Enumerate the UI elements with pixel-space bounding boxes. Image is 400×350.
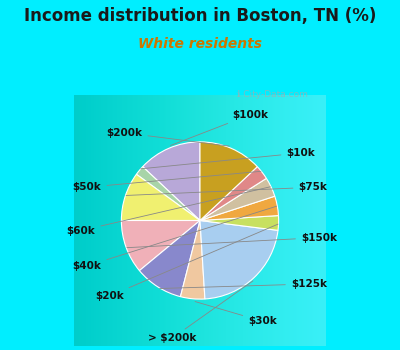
Text: $200k: $200k — [106, 128, 229, 146]
Text: $20k: $20k — [95, 224, 278, 301]
Wedge shape — [200, 167, 266, 220]
Text: $125k: $125k — [160, 279, 327, 289]
Wedge shape — [136, 167, 200, 220]
Text: $100k: $100k — [170, 110, 268, 146]
Text: ℹ City-Data.com: ℹ City-Data.com — [236, 90, 308, 99]
Wedge shape — [140, 220, 200, 297]
Text: $40k: $40k — [73, 206, 276, 271]
Wedge shape — [200, 220, 278, 299]
Wedge shape — [121, 220, 200, 271]
Wedge shape — [200, 216, 279, 230]
Wedge shape — [200, 142, 257, 220]
Wedge shape — [200, 196, 278, 220]
Text: Income distribution in Boston, TN (%): Income distribution in Boston, TN (%) — [24, 7, 376, 25]
Text: $10k: $10k — [141, 148, 315, 169]
Wedge shape — [200, 178, 275, 220]
Wedge shape — [143, 142, 200, 220]
Wedge shape — [180, 220, 205, 299]
Text: $150k: $150k — [127, 233, 337, 248]
Text: White residents: White residents — [138, 37, 262, 51]
Text: $60k: $60k — [67, 187, 270, 236]
Wedge shape — [121, 174, 200, 220]
Text: > $200k: > $200k — [148, 281, 253, 343]
Text: $75k: $75k — [126, 182, 327, 195]
Text: $50k: $50k — [73, 172, 261, 192]
Text: $30k: $30k — [195, 302, 277, 326]
